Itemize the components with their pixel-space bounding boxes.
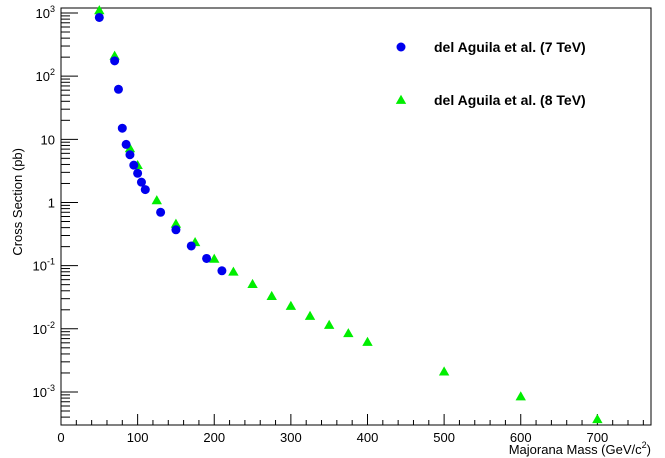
point-7tev [125,150,135,160]
point-8tev [438,366,450,376]
point-8tev [285,300,297,310]
point-8tev [343,328,354,338]
y-tick-label: 10-1 [33,257,55,274]
y-tick-label: 10-2 [33,320,55,337]
y-tick-label-exponent: 2 [50,67,55,77]
data-points [94,5,603,424]
x-tick-label: 500 [433,430,455,445]
point-7tev [133,168,143,178]
point-8tev [151,195,162,205]
legend-marker-8tev [395,94,407,104]
x-tick-label: 600 [510,430,532,445]
legend-label-7tev: del Aguila et al. (7 TeV) [434,39,586,55]
x-axis-label-superscript: 2 [642,440,647,450]
point-7tev [117,123,127,133]
y-tick-label-base: 10 [33,322,47,337]
point-8tev [304,310,316,320]
x-tick-label: 300 [280,430,302,445]
y-tick-label: 10-3 [33,383,55,400]
x-tick-label: 0 [57,430,64,445]
legend-label-8tev: del Aguila et al. (8 TeV) [434,92,586,108]
legend: del Aguila et al. (7 TeV) del Aguila et a… [395,39,586,108]
x-axis-ticks: 0 100 200 300 400 500 600 700 [57,414,644,445]
point-7tev [140,185,150,195]
y-axis-label: Cross Section (pb) [10,148,25,256]
x-axis-label-text: Majorana Mass (GeV/c [509,442,642,457]
x-tick-label: 100 [127,430,149,445]
y-tick-label-base: 10 [33,259,47,274]
point-7tev [136,177,146,187]
point-7tev [186,241,196,251]
x-tick-label: 200 [203,430,225,445]
y-tick-label: 102 [36,67,55,84]
point-7tev [156,207,166,217]
point-8tev [209,253,220,263]
y-tick-label-base: 10 [41,132,55,147]
x-axis-label-close: ) [647,442,651,457]
point-8tev [170,218,182,228]
point-8tev [247,278,258,289]
y-tick-label-base: 1 [48,195,55,210]
point-8tev [362,336,373,346]
y-tick-label-base: 10 [36,69,50,84]
y-tick-label-exponent: -1 [47,257,55,267]
legend-marker-7tev [396,42,406,52]
y-tick-label-exponent: -3 [47,383,55,393]
point-7tev [171,225,181,235]
point-8tev [228,266,239,276]
point-8tev [124,143,136,153]
y-tick-label: 10 [41,132,55,147]
y-tick-label: 1 [48,195,55,210]
point-7tev [113,84,123,94]
y-tick-label-exponent: 3 [50,4,55,14]
point-8tev [94,5,105,15]
x-tick-label: 700 [587,430,609,445]
y-tick-label-exponent: -2 [47,320,55,330]
point-8tev [266,290,277,300]
point-7tev [110,56,120,66]
point-7tev [217,266,227,276]
point-7tev [202,253,212,263]
point-7tev [94,12,104,22]
x-axis-label: Majorana Mass (GeV/c2) [509,440,651,457]
point-8tev [515,391,526,401]
point-8tev [592,414,603,424]
point-7tev [129,160,139,170]
x-tick-label: 400 [357,430,379,445]
point-8tev [323,319,335,329]
y-tick-label-base: 10 [36,6,50,21]
y-tick-label-base: 10 [33,385,47,400]
point-7tev [121,139,131,149]
y-tick-label: 103 [36,4,55,21]
